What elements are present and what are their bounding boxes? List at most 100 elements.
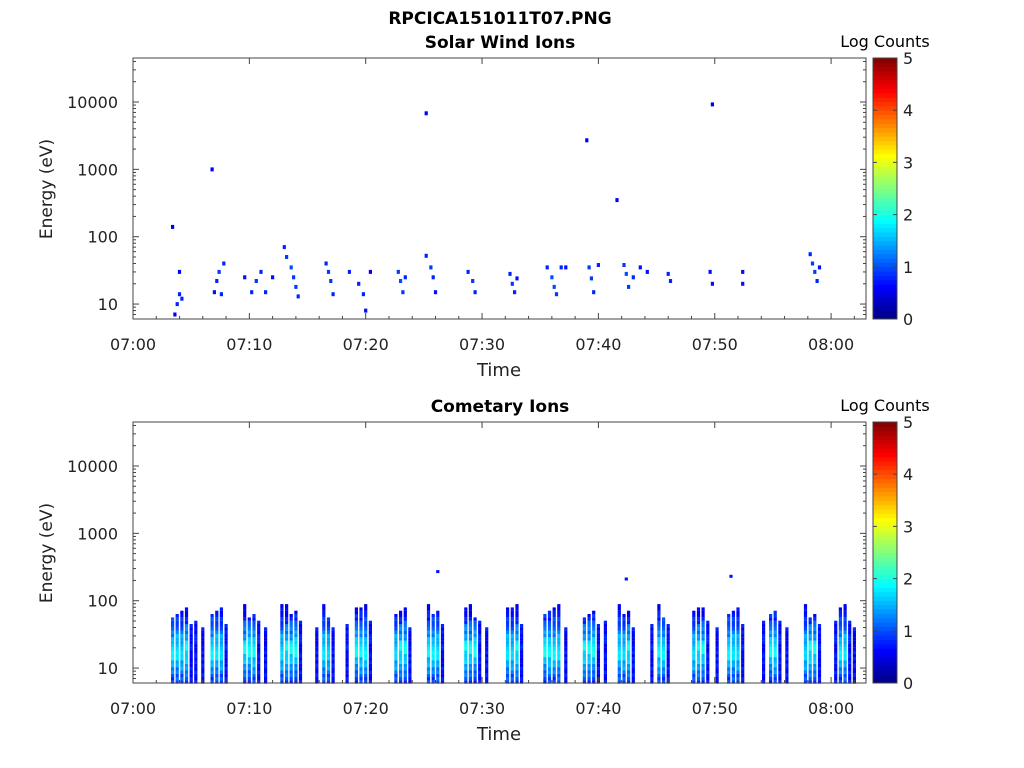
heatmap-cell bbox=[631, 630, 635, 634]
heatmap-cell bbox=[706, 633, 710, 638]
heatmap-cell bbox=[803, 607, 808, 611]
heatmap-cell bbox=[843, 630, 847, 634]
heatmap-cell bbox=[201, 653, 205, 658]
heatmap-cell bbox=[359, 643, 363, 648]
heatmap-cell bbox=[294, 653, 298, 658]
heatmap-cell bbox=[557, 614, 561, 618]
heatmap-cell bbox=[631, 677, 635, 681]
heatmap-cell bbox=[808, 667, 812, 671]
heatmap-cell bbox=[345, 653, 349, 658]
heatmap-cell bbox=[813, 670, 817, 674]
heatmap-cell bbox=[834, 624, 838, 628]
heatmap-cell bbox=[364, 663, 368, 668]
heatmap-cell bbox=[727, 647, 731, 651]
heatmap-cell bbox=[243, 653, 247, 658]
heatmap-cell bbox=[650, 630, 654, 634]
heatmap-cell bbox=[215, 670, 219, 674]
heatmap-cell bbox=[834, 670, 838, 674]
heatmap-cell bbox=[359, 647, 363, 651]
heatmap-cell bbox=[778, 643, 782, 648]
heatmap-cell bbox=[557, 657, 561, 661]
heatmap-cell bbox=[359, 660, 363, 664]
heatmap-cell bbox=[696, 650, 701, 654]
heatmap-cell bbox=[692, 617, 696, 621]
heatmap-cell bbox=[436, 677, 440, 681]
heatmap-cell bbox=[298, 643, 303, 648]
heatmap-cell bbox=[180, 627, 184, 631]
heatmap-cell bbox=[762, 627, 766, 631]
y-tick-label: 10 bbox=[98, 659, 118, 678]
heatmap-cell bbox=[731, 624, 735, 628]
heatmap-cell bbox=[331, 650, 335, 654]
heatmap-cell bbox=[331, 633, 335, 638]
heatmap-cell bbox=[184, 650, 189, 654]
heatmap-cell bbox=[399, 627, 403, 631]
heatmap-cell bbox=[464, 667, 468, 671]
heatmap-cell bbox=[322, 643, 326, 648]
heatmap-cell bbox=[817, 637, 822, 641]
heatmap-cell bbox=[810, 261, 815, 266]
heatmap-cell bbox=[582, 660, 586, 664]
heatmap-cell bbox=[559, 265, 563, 270]
heatmap-cell bbox=[706, 620, 710, 625]
heatmap-cell bbox=[515, 653, 519, 658]
heatmap-cell bbox=[485, 657, 489, 661]
heatmap-cell bbox=[359, 633, 363, 638]
heatmap-cell bbox=[736, 617, 740, 621]
heatmap-cell bbox=[808, 624, 812, 628]
heatmap-cell bbox=[175, 624, 179, 628]
heatmap-cell bbox=[280, 650, 284, 654]
heatmap-cell bbox=[219, 614, 223, 618]
heatmap-cell bbox=[603, 633, 607, 638]
heatmap-cell bbox=[364, 627, 368, 631]
colorbar-segment bbox=[873, 600, 897, 606]
colorbar-segment bbox=[873, 145, 897, 150]
heatmap-cell bbox=[171, 633, 175, 638]
heatmap-cell bbox=[838, 630, 842, 634]
heatmap-cell bbox=[257, 667, 261, 671]
heatmap-cell bbox=[785, 673, 789, 678]
heatmap-cell bbox=[247, 624, 251, 628]
heatmap-cell bbox=[189, 643, 193, 648]
heatmap-cell bbox=[264, 657, 268, 661]
heatmap-cell bbox=[331, 630, 335, 634]
heatmap-cell bbox=[552, 610, 556, 615]
heatmap-cell bbox=[399, 630, 403, 634]
heatmap-cell bbox=[201, 647, 205, 651]
heatmap-cell bbox=[515, 633, 519, 638]
heatmap-cell bbox=[627, 630, 631, 634]
heatmap-cell bbox=[426, 657, 431, 661]
heatmap-cell bbox=[294, 614, 298, 618]
heatmap-cell bbox=[710, 102, 714, 107]
heatmap-cell bbox=[175, 673, 179, 678]
heatmap-cell bbox=[408, 673, 412, 678]
heatmap-cell bbox=[627, 657, 631, 661]
heatmap-cell bbox=[727, 643, 731, 648]
heatmap-cell bbox=[650, 653, 654, 658]
heatmap-cell bbox=[727, 670, 731, 674]
heatmap-cell bbox=[731, 643, 735, 648]
heatmap-cell bbox=[564, 663, 568, 668]
heatmap-cell bbox=[506, 670, 510, 674]
heatmap-cell bbox=[326, 617, 331, 621]
heatmap-cell bbox=[331, 653, 335, 658]
heatmap-cell bbox=[177, 269, 182, 274]
colorbar-segment bbox=[873, 617, 897, 623]
heatmap-cell bbox=[520, 624, 524, 628]
heatmap-cell bbox=[473, 627, 477, 631]
heatmap-cell bbox=[727, 657, 731, 661]
heatmap-cell bbox=[331, 663, 335, 668]
heatmap-cell bbox=[506, 647, 510, 651]
heatmap-cell bbox=[631, 680, 635, 684]
heatmap-cell bbox=[769, 640, 773, 644]
heatmap-cell bbox=[403, 657, 407, 661]
heatmap-cell bbox=[368, 677, 372, 681]
heatmap-cell bbox=[175, 637, 179, 641]
heatmap-cell bbox=[727, 614, 731, 618]
heatmap-cell bbox=[408, 643, 412, 648]
heatmap-cell bbox=[171, 640, 175, 644]
heatmap-cell bbox=[552, 680, 556, 684]
heatmap-cell bbox=[326, 677, 331, 681]
heatmap-cell bbox=[399, 650, 403, 654]
heatmap-cell bbox=[715, 657, 719, 661]
